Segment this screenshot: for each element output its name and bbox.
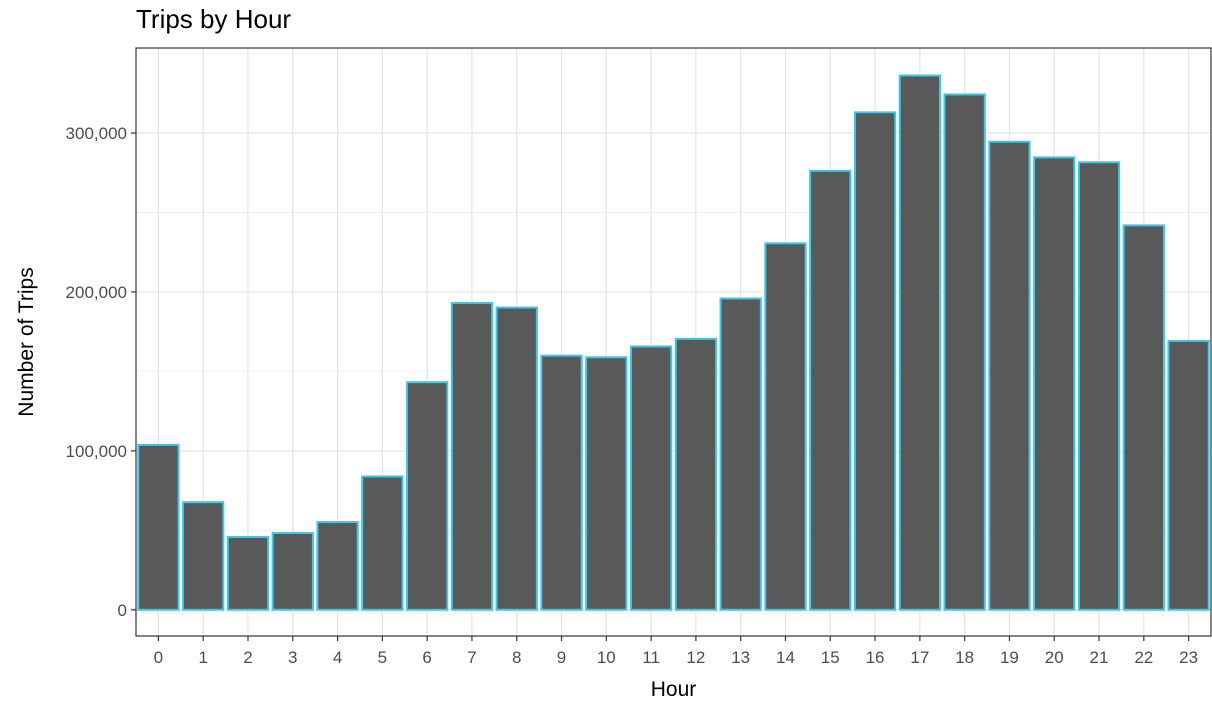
bar-hour-15	[809, 169, 852, 611]
x-tick-label: 2	[243, 648, 252, 667]
x-tick-label: 10	[597, 648, 616, 667]
bar-hour-22	[1122, 224, 1165, 611]
x-tick-label: 9	[557, 648, 566, 667]
y-tick-label: 200,000	[66, 283, 127, 302]
x-axis: 0 1 2 3 4 5 6 7 8 9 10 11 12 13 14 15 16 17 18 19 20 21 22 23	[154, 636, 1198, 667]
x-tick-label: 0	[154, 648, 163, 667]
bar-hour-10	[585, 356, 628, 611]
x-tick-label: 12	[686, 648, 705, 667]
bar-hour-4	[316, 521, 359, 611]
bar-hour-12	[674, 337, 718, 611]
bar-hour-5	[361, 475, 404, 611]
x-tick-label: 6	[422, 648, 431, 667]
bar-hour-14	[764, 242, 807, 611]
bar-hour-13	[719, 297, 762, 611]
y-tick-label: 0	[118, 601, 127, 620]
chart-title: Trips by Hour	[136, 4, 292, 34]
x-tick-label: 18	[955, 648, 974, 667]
bar-hour-8	[495, 306, 538, 611]
x-tick-label: 19	[1000, 648, 1019, 667]
x-tick-label: 1	[198, 648, 207, 667]
x-tick-label: 3	[288, 648, 297, 667]
y-tick-label: 100,000	[66, 442, 127, 461]
x-tick-label: 23	[1179, 648, 1198, 667]
x-tick-label: 17	[910, 648, 929, 667]
bar-hour-20	[1033, 156, 1076, 611]
x-tick-label: 14	[776, 648, 795, 667]
x-tick-label: 7	[467, 648, 476, 667]
bar-hour-6	[405, 381, 449, 611]
x-tick-label: 5	[378, 648, 387, 667]
bar-hour-3	[271, 532, 314, 611]
x-tick-label: 16	[866, 648, 885, 667]
x-tick-label: 15	[821, 648, 840, 667]
bar-hour-1	[182, 501, 225, 611]
y-axis-title: Number of Trips	[15, 267, 38, 416]
x-tick-label: 21	[1090, 648, 1109, 667]
bar-hour-0	[137, 443, 180, 611]
bar-hour-21	[1077, 161, 1121, 611]
bar-hour-2	[226, 535, 270, 611]
x-tick-label: 8	[512, 648, 521, 667]
y-axis: 0 100,000 200,000 300,000	[66, 124, 136, 620]
x-tick-label: 22	[1134, 648, 1153, 667]
bar-hour-16	[853, 111, 897, 611]
x-tick-label: 13	[731, 648, 750, 667]
x-tick-label: 20	[1045, 648, 1064, 667]
bar-hour-17	[898, 74, 942, 611]
x-tick-label: 11	[642, 648, 660, 667]
y-tick-label: 300,000	[66, 124, 127, 143]
bar-hour-11	[629, 345, 673, 611]
x-tick-label: 4	[333, 648, 342, 667]
bars	[137, 74, 1210, 611]
x-axis-title: Hour	[651, 678, 697, 701]
bar-hour-18	[943, 93, 986, 611]
bar-hour-19	[988, 140, 1031, 611]
bar-hour-9	[540, 354, 583, 611]
bar-hour-7	[450, 301, 494, 611]
bar-hour-23	[1167, 339, 1210, 611]
panel-border	[135, 47, 1212, 637]
